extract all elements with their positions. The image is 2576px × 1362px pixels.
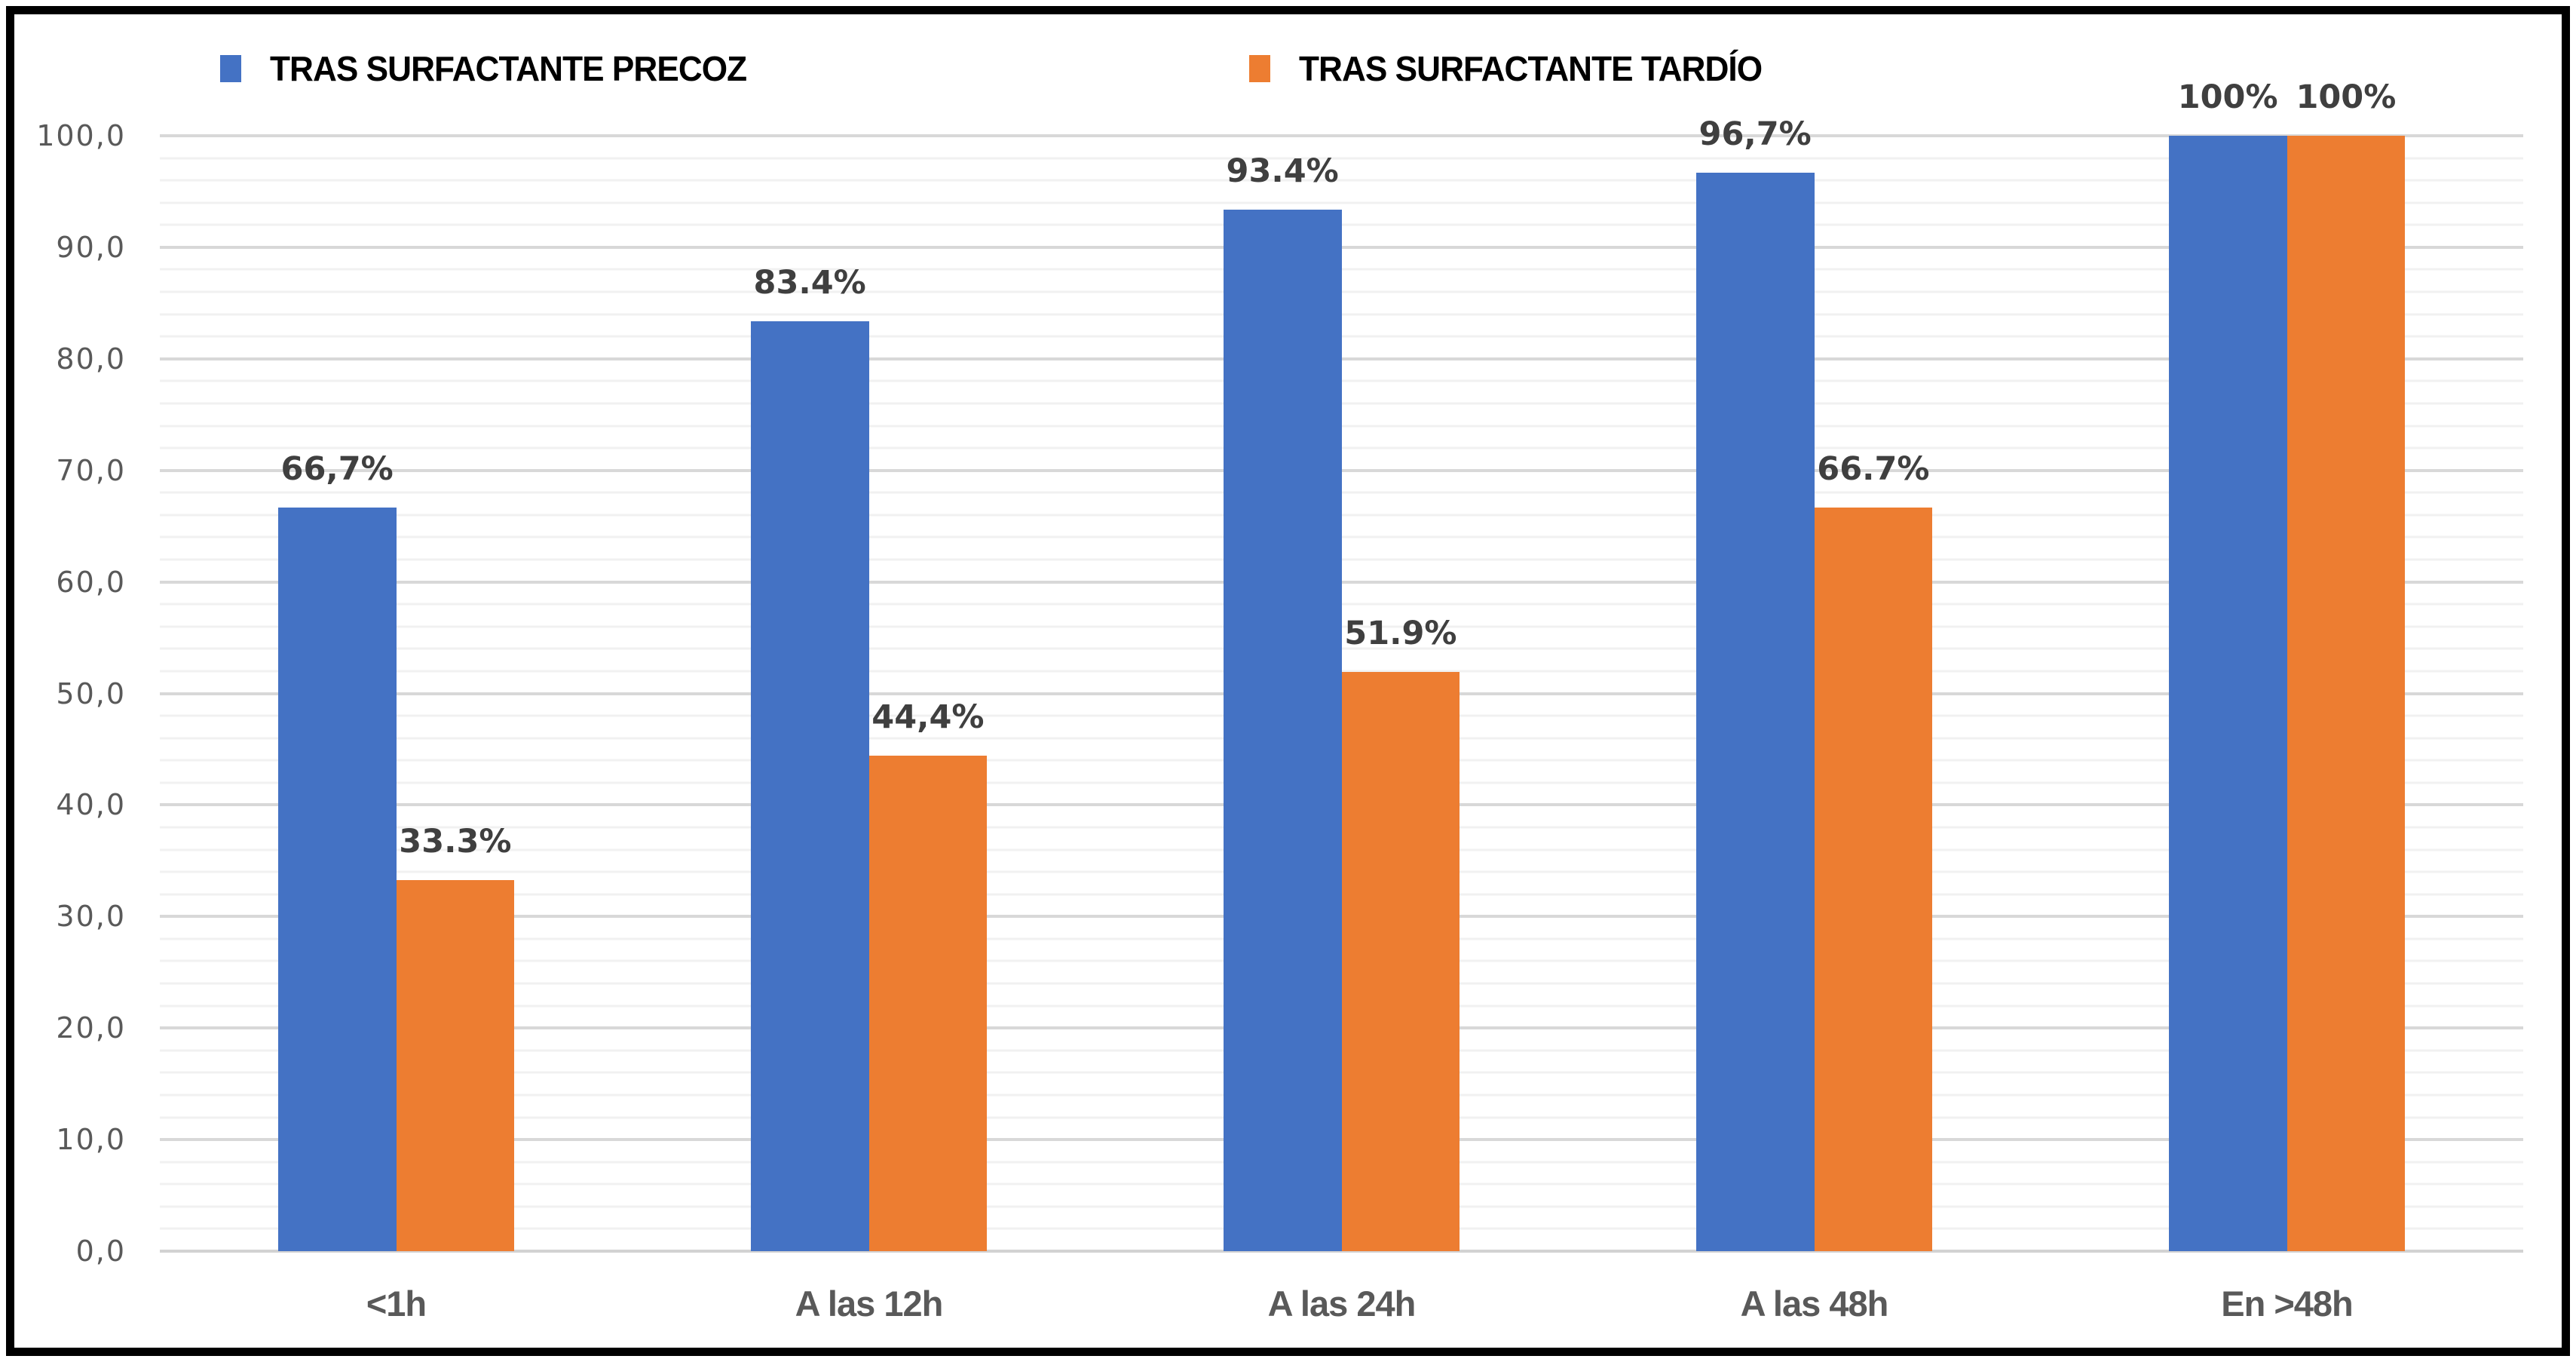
legend-label-tardio: TRAS SURFACTANTE TARDÍO [1299,49,1763,88]
gridline-minor [160,179,2523,182]
bar-value-label: 66.7% [1817,449,1930,488]
y-axis-tick-label: 30,0 [56,900,126,934]
y-axis-tick-label: 70,0 [56,453,126,487]
gridline-minor [160,603,2523,606]
bar-precoz [277,507,397,1251]
y-axis-tick-label: 50,0 [56,676,126,710]
gridline-minor [160,290,2523,293]
bar-precoz [2168,136,2287,1251]
gridline-minor [160,558,2523,561]
x-axis-category-label: A las 48h [1740,1284,1889,1324]
gridline-minor [160,535,2523,538]
gridline-minor [160,647,2523,650]
gridline-minor [160,514,2523,517]
legend-swatch-tardio-icon [1249,55,1270,82]
y-axis-tick-label: 10,0 [56,1123,126,1157]
legend-item-tardio: TRAS SURFACTANTE TARDÍO [1249,44,1781,93]
y-axis-tick-label: 80,0 [56,342,126,376]
bar-value-label: 44,4% [871,698,985,737]
plot-area: 0,0 10,0 20,0 30,0 40,0 50,0 60,0 70,0 80,0 90,0 1… [36,78,2523,1324]
bar-tardio [1814,507,1933,1251]
chart-frame: TRAS SURFACTANTE PRECOZ TRAS SURFACTANTE… [6,6,2570,1356]
bar-tardio [396,879,515,1251]
gridline-minor [160,313,2523,316]
bar-value-label: 93.4% [1226,152,1339,190]
y-axis-tick-label: 60,0 [56,565,126,599]
y-axis-tick-label: 100,0 [36,119,126,152]
gridline-major [160,357,2523,360]
gridline-minor [160,446,2523,449]
legend-label-precoz: TRAS SURFACTANTE PRECOZ [270,49,747,88]
bar-precoz [750,321,869,1251]
bar-value-label: 100% [2177,78,2278,116]
gridline-major [160,580,2523,584]
bar-value-label: 66,7% [280,449,394,488]
bar-value-label: 83.4% [753,263,866,302]
gridline-minor [160,670,2523,673]
gridline-minor [160,379,2523,382]
x-axis-category-label: A las 24h [1267,1284,1417,1324]
gridline-minor [160,157,2523,160]
x-axis-category-label: A las 12h [795,1284,944,1324]
bar-tardio [1341,672,1460,1251]
gridline-major [160,468,2523,472]
gridline-minor [160,201,2523,204]
gridline-major [160,134,2523,137]
bar-value-label: 100% [2296,78,2397,116]
bar-value-label: 96,7% [1698,115,1812,153]
bar-precoz [1695,172,1815,1251]
bar-value-label: 33.3% [399,822,512,860]
x-axis-line [160,1250,2523,1253]
bar-value-label: 51.9% [1344,615,1457,653]
gridline-minor [160,335,2523,338]
bar-tardio [868,756,988,1251]
gridline-major [160,245,2523,249]
y-axis-tick-label: 40,0 [56,788,126,822]
legend-swatch-precoz-icon [220,55,241,82]
gridline-minor [160,268,2523,271]
x-axis-category-label: <1h [366,1284,427,1324]
gridline-minor [160,625,2523,628]
y-axis-tick-label: 20,0 [56,1011,126,1045]
legend-item-precoz: TRAS SURFACTANTE PRECOZ [220,44,767,93]
gridline-minor [160,223,2523,226]
bar-precoz [1223,209,1342,1251]
y-axis-tick-label: 0,0 [75,1235,126,1268]
bar-tardio [2287,136,2406,1251]
x-axis-category-label: En >48h [2221,1284,2354,1324]
gridline-minor [160,402,2523,405]
gridline-minor [160,425,2523,428]
y-axis-tick-label: 90,0 [56,230,126,264]
gridline-minor [160,491,2523,494]
